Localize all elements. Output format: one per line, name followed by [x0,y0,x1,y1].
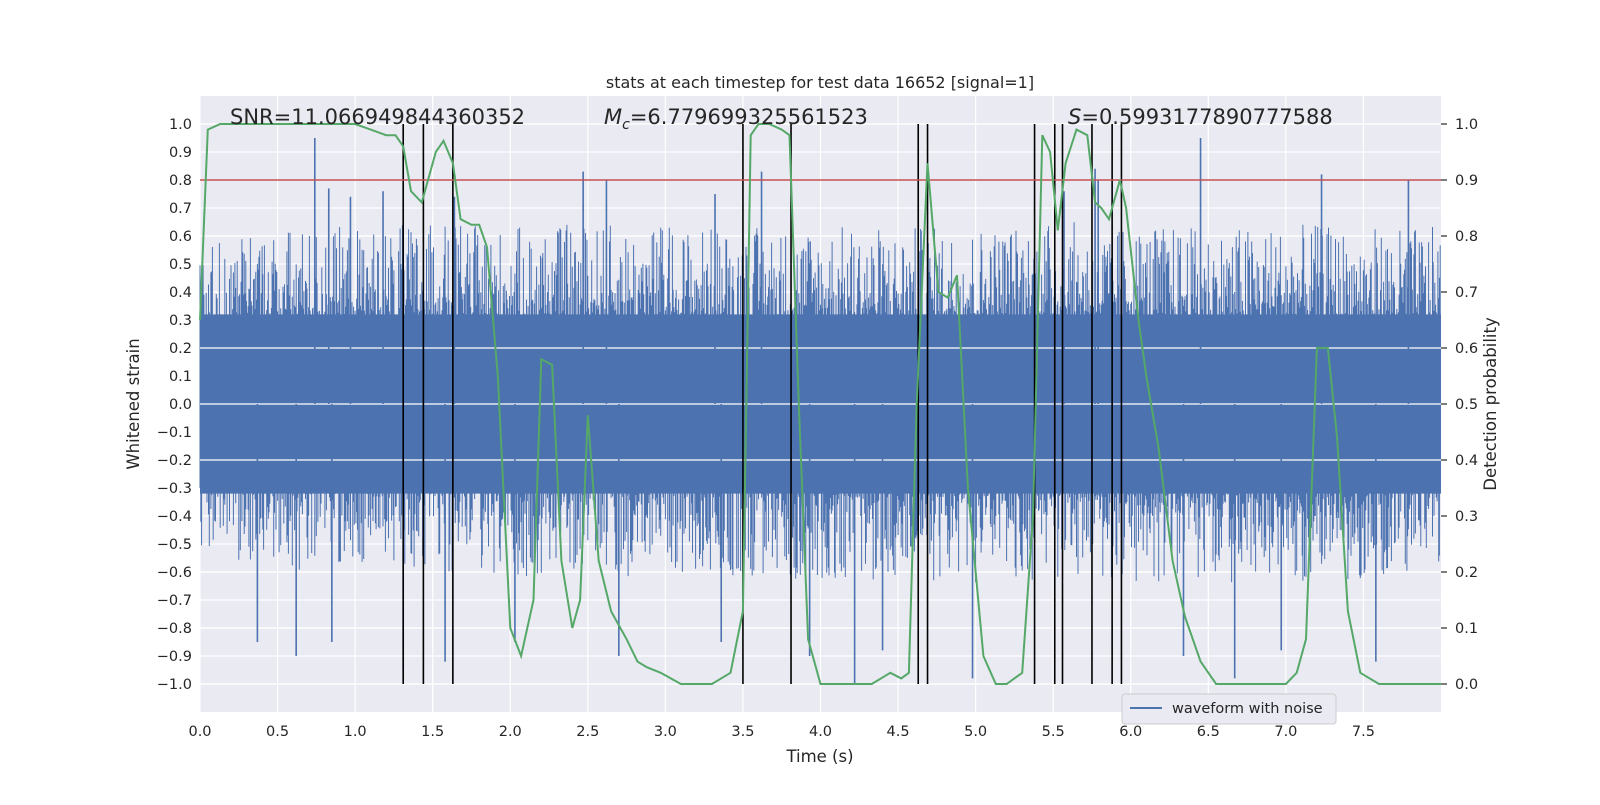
legend-box [1121,693,1337,725]
y-right-tick-label: 0.0 [1455,677,1478,693]
y-tick-label: 0.7 [169,201,192,217]
x-tick-label: 7.5 [1352,724,1375,740]
y-right-tick-label: 0.8 [1455,229,1478,245]
y-right-tick-label: 1.0 [1455,117,1478,133]
y-right-tick-label: 0.6 [1455,341,1478,357]
y-tick-label: −0.2 [157,453,192,469]
x-tick-label: 3.0 [654,724,677,740]
chart-title: stats at each timestep for test data 166… [606,73,1034,92]
y-tick-label: 0.8 [169,173,192,189]
ticks-layer: 1.0 0.9 0.8 0.7 0.6 0.5 0.4 0.3 0.2 0.1 0.0 −0.1 −0.… [157,117,1478,740]
x-tick-label: 1.5 [421,724,444,740]
y-tick-label: −0.1 [157,425,192,441]
legend-label-waveform: waveform with noise [1172,701,1323,717]
probability-layer [199,123,1441,685]
y-tick-label: −1.0 [157,677,192,693]
y-right-tick-label: 0.9 [1455,173,1478,189]
y-right-tick-label: 0.1 [1455,621,1478,637]
x-tick-label: 4.5 [887,724,910,740]
s-symbol: S [1068,105,1081,129]
x-tick-label: 3.5 [731,724,754,740]
x-tick-label: 0.0 [188,724,211,740]
y-right-tick-label: 0.3 [1455,509,1478,525]
x-tick-label: 2.0 [499,724,522,740]
y-tick-label: −0.7 [157,593,192,609]
y-right-tick-label: 0.5 [1455,397,1478,413]
chirp-mass-value: =6.779699325561523 [630,105,868,129]
y-tick-label: 0.4 [169,285,192,301]
chirp-mass-annotation: Mc=6.779699325561523 [604,105,868,133]
chirp-mass-symbol: M [604,105,622,129]
x-tick-label: 7.0 [1274,724,1297,740]
s-annotation: S=0.5993177890777588 [1068,105,1333,129]
probability-line [199,123,1441,685]
chirp-mass-subscript: c [622,117,630,133]
y-tick-label: −0.9 [157,649,192,665]
y-right-tick-label: 0.2 [1455,565,1478,581]
y-tick-label: −0.5 [157,537,192,553]
y-tick-label: 1.0 [169,117,192,133]
y-tick-label: −0.6 [157,565,192,581]
y-tick-label: −0.4 [157,509,192,525]
y-tick-label: −0.3 [157,481,192,497]
y-tick-label: 0.2 [169,341,192,357]
s-value: =0.5993177890777588 [1081,105,1332,129]
snr-annotation: SNR=11.066949844360352 [230,105,525,129]
y-axis-label-right: Detection probability [1481,317,1500,491]
y-tick-label: 0.0 [169,397,192,413]
y-tick-label: 0.3 [169,313,192,329]
x-tick-label: 4.0 [809,724,832,740]
y-tick-label: 0.9 [169,145,192,161]
y-tick-label: −0.8 [157,621,192,637]
x-tick-label: 6.5 [1197,724,1220,740]
y-axis-label: Whitened strain [124,338,143,469]
x-tick-label: 5.0 [964,724,987,740]
y-tick-label: 0.1 [169,369,192,385]
legend: waveform with noise [1121,693,1337,725]
x-axis-label: Time (s) [785,747,853,766]
x-tick-label: 0.5 [266,724,289,740]
waveform-layer [199,138,1441,684]
x-tick-label: 6.0 [1119,724,1142,740]
y-right-tick-label: 0.4 [1455,453,1478,469]
x-tick-label: 1.0 [344,724,367,740]
x-tick-label: 2.5 [576,724,599,740]
x-tick-label: 5.5 [1042,724,1065,740]
y-tick-label: 0.5 [169,257,192,273]
y-right-tick-label: 0.7 [1455,285,1478,301]
y-tick-label: 0.6 [169,229,192,245]
